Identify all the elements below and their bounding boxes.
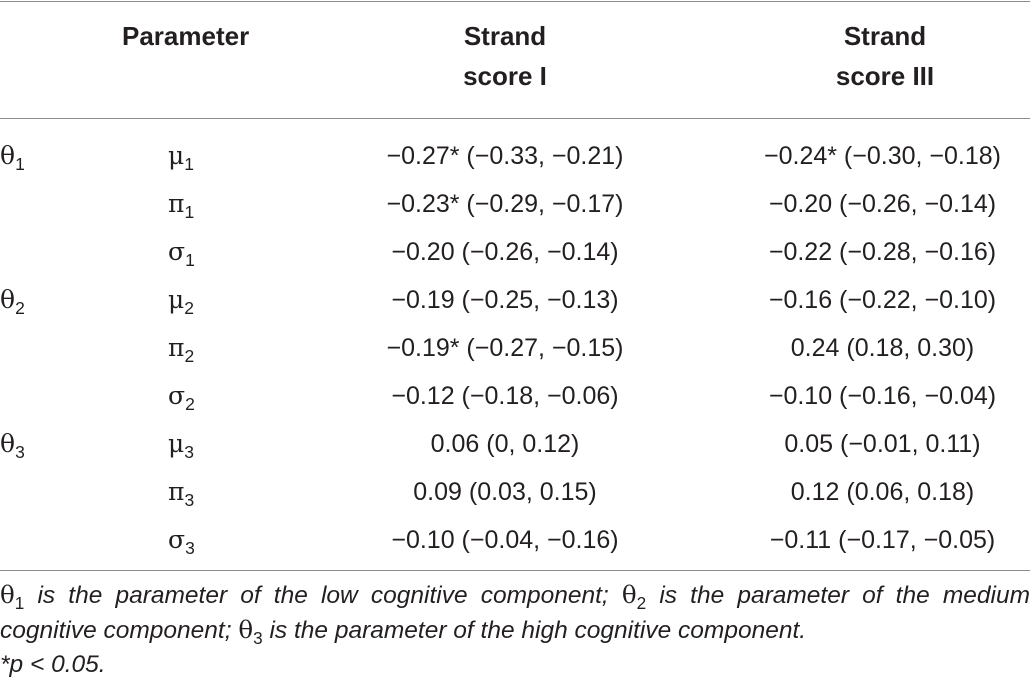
header-parameter: Parameter bbox=[122, 21, 250, 51]
footnote-theta-3-text: is the parameter of the high cognitive c… bbox=[262, 617, 807, 644]
table-footnote: θ1 is the parameter of the low cognitive… bbox=[0, 578, 1030, 682]
strand-score-iii-value: 0.24 (0.18, 0.30) bbox=[790, 334, 975, 362]
strand-score-i-value: −0.12 (−0.18, −0.06) bbox=[391, 382, 619, 410]
strand-score-i-value: 0.06 (0, 0.12) bbox=[430, 430, 580, 458]
table-row: π1 −0.23* (−0.29, −0.17) −0.20 (−0.26, −… bbox=[0, 180, 1030, 228]
header-strand-score-iii: Strand score III bbox=[785, 16, 985, 96]
table-row: π2 −0.19* (−0.27, −0.15) 0.24 (0.18, 0.3… bbox=[0, 324, 1030, 372]
strand-score-i-value: −0.20 (−0.26, −0.14) bbox=[391, 238, 619, 266]
table-row: θ3 μ3 0.06 (0, 0.12) 0.05 (−0.01, 0.11) bbox=[0, 420, 1030, 468]
strand-score-iii-value: 0.12 (0.06, 0.18) bbox=[790, 478, 975, 506]
footnote-definitions: θ1 is the parameter of the low cognitive… bbox=[0, 578, 1030, 648]
strand-score-iii-value: −0.20 (−0.26, −0.14) bbox=[768, 190, 997, 218]
footnote-significance: *p < 0.05. bbox=[0, 651, 106, 678]
table-row: θ2 μ2 −0.19 (−0.25, −0.13) −0.16 (−0.22,… bbox=[0, 276, 1030, 324]
parameter-label: π3 bbox=[168, 477, 195, 511]
strand-score-iii-value: −0.22 (−0.28, −0.16) bbox=[768, 238, 997, 266]
theta-2-symbol: θ2 bbox=[621, 580, 647, 613]
parameter-label: π2 bbox=[168, 333, 195, 367]
group-label: θ3 bbox=[0, 429, 25, 463]
theta-1-symbol: θ1 bbox=[0, 580, 25, 613]
strand-score-iii-value: −0.16 (−0.22, −0.10) bbox=[768, 286, 997, 314]
table-row: σ2 −0.12 (−0.18, −0.06) −0.10 (−0.16, −0… bbox=[0, 372, 1030, 420]
strand-score-i-value: −0.19* (−0.27, −0.15) bbox=[386, 334, 624, 362]
theta-3-symbol: θ3 bbox=[238, 615, 263, 648]
parameter-label: μ1 bbox=[168, 141, 194, 175]
header-strand-score-iii-line1: Strand bbox=[843, 21, 927, 51]
table-top-rule bbox=[0, 1, 1030, 2]
parameter-label: μ2 bbox=[168, 285, 194, 319]
header-strand-score-i: Strand score I bbox=[405, 16, 605, 96]
strand-score-iii-value: −0.24* (−0.30, −0.18) bbox=[764, 142, 1001, 170]
footnote-theta-2-text: is the parameter of the medium cognitive… bbox=[0, 582, 1030, 644]
group-label: θ1 bbox=[0, 141, 25, 175]
strand-score-i-value: −0.27* (−0.33, −0.21) bbox=[386, 142, 624, 170]
strand-score-i-value: −0.19 (−0.25, −0.13) bbox=[391, 286, 619, 314]
table-row: σ3 −0.10 (−0.04, −0.16) −0.11 (−0.17, −0… bbox=[0, 516, 1030, 564]
parameter-label: π1 bbox=[168, 189, 195, 223]
footnote-theta-1-text: is the parameter of the low cognitive co… bbox=[24, 582, 622, 609]
parameter-label: σ1 bbox=[168, 237, 195, 271]
parameter-label: μ3 bbox=[168, 429, 194, 463]
table-row: σ1 −0.20 (−0.26, −0.14) −0.22 (−0.28, −0… bbox=[0, 228, 1030, 276]
strand-score-i-value: −0.10 (−0.04, −0.16) bbox=[391, 526, 619, 554]
header-strand-score-iii-line2: score III bbox=[835, 61, 935, 91]
strand-score-i-value: 0.09 (0.03, 0.15) bbox=[413, 478, 597, 506]
group-label: θ2 bbox=[0, 285, 25, 319]
table-bottom-rule bbox=[0, 570, 1030, 571]
strand-score-iii-value: −0.11 (−0.17, −0.05) bbox=[769, 526, 996, 554]
parameter-label: σ2 bbox=[168, 381, 195, 415]
header-divider-rule bbox=[0, 118, 1030, 119]
strand-score-i-value: −0.23* (−0.29, −0.17) bbox=[386, 190, 624, 218]
table-row: θ1 μ1 −0.27* (−0.33, −0.21) −0.24* (−0.3… bbox=[0, 132, 1030, 180]
header-strand-score-i-line2: score I bbox=[463, 61, 547, 91]
strand-score-iii-value: 0.05 (−0.01, 0.11) bbox=[784, 430, 981, 458]
strand-score-iii-value: −0.10 (−0.16, −0.04) bbox=[768, 382, 997, 410]
table-row: π3 0.09 (0.03, 0.15) 0.12 (0.06, 0.18) bbox=[0, 468, 1030, 516]
parameter-label: σ3 bbox=[168, 525, 195, 559]
header-strand-score-i-line1: Strand bbox=[463, 21, 547, 51]
